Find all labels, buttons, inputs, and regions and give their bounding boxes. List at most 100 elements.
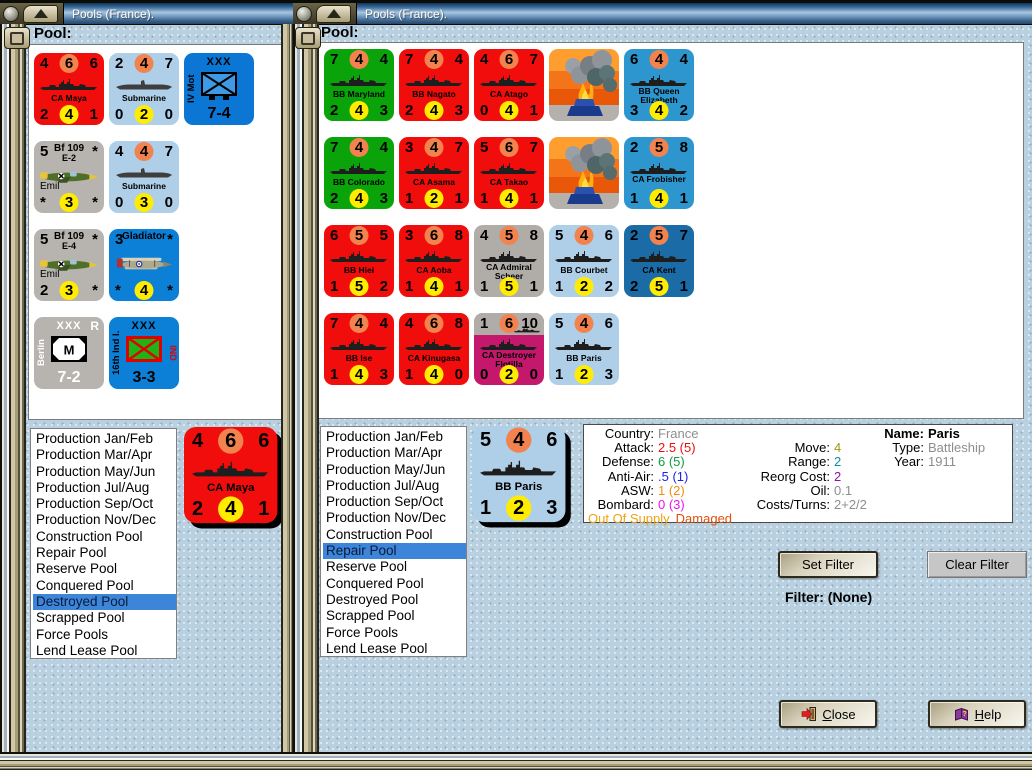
counter-ca-takao[interactable]: 5 6 7 CA Takao 1 4 1 (474, 137, 544, 209)
list-item-conquered-pool[interactable]: Conquered Pool (36, 577, 134, 593)
window-corner-button[interactable] (295, 27, 321, 49)
counter-bb-paris[interactable]: 5 4 6 BB Paris 1 2 3 (549, 313, 619, 385)
corner-letter: R (90, 319, 99, 333)
status-out-of-supply: Out Of Supply (588, 511, 670, 527)
counter-bb-hiei[interactable]: 6 5 5 BB Hiei 1 5 2 (324, 225, 394, 297)
counter-bb-nagato[interactable]: 7 4 4 BB Nagato 2 4 3 (399, 49, 469, 121)
list-item-production-sep-oct[interactable]: Production Sep/Oct (36, 496, 154, 512)
counter-ca-kent[interactable]: 2 5 7 CA Kent 2 5 1 (624, 225, 694, 297)
counter-damage-marker[interactable] (549, 137, 619, 209)
window-knob-icon[interactable] (296, 5, 312, 22)
counter-[interactable]: 16th Ind I. XXX IND 3-3 (109, 317, 179, 389)
list-item-construction-pool[interactable]: Construction Pool (36, 528, 143, 544)
titlebar-controls (293, 3, 357, 24)
counter-bb-courbet[interactable]: 5 4 6 BB Courbet 1 2 2 (549, 225, 619, 297)
list-item-production-jul-aug[interactable]: Production Jul/Aug (36, 479, 150, 495)
help-button[interactable]: ? Help (928, 700, 1026, 728)
list-item-reserve-pool[interactable]: Reserve Pool (36, 561, 118, 577)
list-item-scrapped-pool[interactable]: Scrapped Pool (326, 608, 415, 624)
counter-name: BB Ise (345, 353, 373, 363)
ship-silhouette-icon (330, 339, 387, 350)
bf109-plane-icon (39, 259, 99, 271)
list-item-repair-pool[interactable]: Repair Pool (36, 545, 107, 561)
counter-damage-marker[interactable] (549, 49, 619, 121)
counter-ca-maya[interactable]: 4 6 6 CA Maya 2 4 1 (184, 427, 278, 524)
detail-label: Country: (604, 426, 654, 441)
counter-name: BB Nagato (412, 89, 456, 99)
detail-label: Range: (788, 454, 830, 470)
counter-ca-frobisher[interactable]: 2 5 8 CA Frobisher 1 4 1 (624, 137, 694, 209)
counter-bb-ise[interactable]: 7 4 4 BB Ise 1 4 3 (324, 313, 394, 385)
counter-submarine[interactable]: 4 4 7 Submarine 0 3 0 (109, 141, 179, 213)
titlebar-left[interactable]: Pools (France). (0, 0, 293, 25)
counter-ca-kinugasa[interactable]: 4 6 8 CA Kinugasa 1 4 0 (399, 313, 469, 385)
ship-silhouette-icon (405, 251, 462, 262)
window-corner-button[interactable] (4, 27, 30, 49)
list-item-production-mar-apr[interactable]: Production Mar/Apr (326, 445, 443, 461)
counter-ca-atago[interactable]: 4 6 7 CA Atago 0 4 1 (474, 49, 544, 121)
list-item-production-nov-dec[interactable]: Production Nov/Dec (36, 512, 157, 528)
clear-filter-button[interactable]: Clear Filter (927, 551, 1027, 578)
counter-[interactable]: IV Mot XXX 7-4 (184, 53, 254, 125)
counter-name: Submarine (122, 93, 166, 103)
detail-row: Attack: 2.5 (5) Move: 4 Type: Battleship (588, 440, 1008, 455)
list-item-force-pools[interactable]: Force Pools (326, 624, 399, 640)
pool-list[interactable]: Production Jan/Feb Production Mar/Apr Prod… (320, 426, 467, 657)
filter-status: Filter: (None) (785, 589, 873, 605)
counter-ca-asama[interactable]: 3 4 7 CA Asama 1 2 1 (399, 137, 469, 209)
pool-list[interactable]: Production Jan/Feb Production Mar/Apr Prod… (30, 428, 177, 659)
counter-submarine[interactable]: 2 4 7 Submarine 0 2 0 (109, 53, 179, 125)
list-item-destroyed-pool[interactable]: Destroyed Pool (33, 593, 176, 611)
list-item-lend-lease-pool[interactable]: Lend Lease Pool (326, 640, 428, 656)
titlebar-controls (0, 3, 64, 24)
list-item-production-jul-aug[interactable]: Production Jul/Aug (326, 477, 440, 493)
list-item-production-jan-feb[interactable]: Production Jan/Feb (326, 429, 444, 444)
counter-name: CA Maya (51, 93, 87, 103)
counter-bf-109-e-2[interactable]: 5 Bf 109 E-2 * Emil * 3 * (34, 141, 104, 213)
ship-silhouette-icon (405, 339, 462, 350)
list-item-repair-pool[interactable]: Repair Pool (323, 543, 466, 560)
list-item-force-pools[interactable]: Force Pools (36, 626, 109, 642)
window-knob-icon[interactable] (3, 5, 19, 22)
close-button[interactable]: Close (779, 700, 877, 728)
top-factor-disc (649, 226, 669, 245)
list-item-scrapped-pool[interactable]: Scrapped Pool (36, 610, 125, 626)
list-item-conquered-pool[interactable]: Conquered Pool (326, 575, 424, 591)
counter-ca-maya[interactable]: 4 6 6 CA Maya 2 4 1 (34, 53, 104, 125)
list-item-production-may-jun[interactable]: Production May/Jun (326, 461, 446, 477)
list-item-production-may-jun[interactable]: Production May/Jun (36, 463, 156, 479)
ship-silhouette-icon (630, 251, 687, 262)
list-item-production-sep-oct[interactable]: Production Sep/Oct (326, 494, 444, 510)
counter-bf-109-e-4[interactable]: 5 Bf 109 E-4 * Emil 2 3 * (34, 229, 104, 301)
list-item-destroyed-pool[interactable]: Destroyed Pool (326, 591, 419, 607)
counter-ca-aoba[interactable]: 3 6 8 CA Aoba 1 4 1 (399, 225, 469, 297)
list-item-reserve-pool[interactable]: Reserve Pool (326, 559, 408, 575)
detail-value: 2 (834, 454, 842, 470)
ship-silhouette-icon (480, 251, 537, 262)
svg-text:?: ? (962, 709, 967, 718)
counter-bb-maryland[interactable]: 7 4 4 BB Maryland 2 4 3 (324, 49, 394, 121)
list-item-production-jan-feb[interactable]: Production Jan/Feb (36, 431, 154, 446)
corner-square-icon (301, 31, 315, 45)
set-filter-button[interactable]: Set Filter (778, 551, 878, 578)
submarine-silhouette-icon (116, 80, 172, 90)
counter-gladiator[interactable]: 3 Gladiator * * 4 * (109, 229, 179, 301)
counter-[interactable]: Berlin XXX R M 7-2 (34, 317, 104, 389)
window-shade-button[interactable] (23, 4, 58, 23)
bottom-factor-disc (424, 101, 444, 120)
counter-name: BB Paris (495, 479, 543, 493)
list-item-production-mar-apr[interactable]: Production Mar/Apr (36, 447, 153, 463)
list-item-lend-lease-pool[interactable]: Lend Lease Pool (36, 642, 138, 658)
counter-bb-colorado[interactable]: 7 4 4 BB Colorado 2 4 3 (324, 137, 394, 209)
list-item-production-nov-dec[interactable]: Production Nov/Dec (326, 510, 447, 526)
bottom-factor-disc (59, 105, 79, 124)
counter-bb-paris[interactable]: 5 4 6 BB Paris 1 2 3 (472, 426, 566, 523)
window-shade-button[interactable] (316, 4, 351, 23)
small-ship-silhouette-icon (513, 327, 541, 333)
list-item-construction-pool[interactable]: Construction Pool (326, 526, 433, 542)
titlebar-right[interactable]: Pools (France). (293, 0, 1032, 25)
unit-status-line: Out Of Supply Damaged (588, 512, 1008, 527)
